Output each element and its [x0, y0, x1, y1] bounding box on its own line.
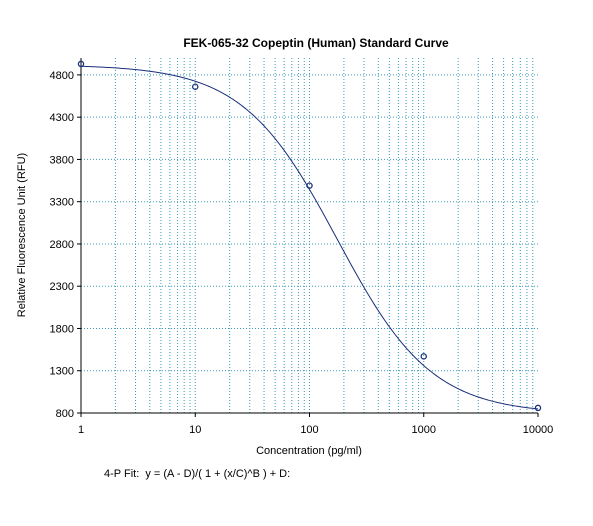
- x-tick-label: 1000: [412, 424, 436, 436]
- data-point-marker: [306, 182, 313, 189]
- x-axis-ticks: 1 10 100 1000 10000: [78, 413, 553, 436]
- y-tick-label: 3800: [50, 154, 74, 166]
- y-tick-label: 1800: [50, 323, 74, 335]
- x-tick-label: 100: [300, 424, 318, 436]
- y-tick-label: 2300: [50, 281, 74, 293]
- x-tick-label: 10: [189, 424, 201, 436]
- y-axis-ticks: 800 1300 1800 2300 2800 3300 3800 4300 4800: [50, 70, 81, 420]
- y-tick-label: 4800: [50, 70, 74, 82]
- grid-lines: [81, 58, 538, 413]
- x-axis-label: Concentration (pg/ml): [256, 445, 362, 457]
- data-points: [77, 60, 542, 412]
- y-tick-label: 800: [56, 408, 74, 420]
- y-tick-label: 3300: [50, 197, 74, 209]
- y-tick-label: 1300: [50, 366, 74, 378]
- chart-title: FEK-065-32 Copeptin (Human) Standard Cur…: [183, 36, 449, 50]
- data-point-marker: [420, 353, 427, 360]
- data-point-marker: [534, 404, 542, 412]
- x-tick-label: 1: [78, 424, 84, 436]
- y-tick-label: 2800: [50, 239, 74, 251]
- y-axis-label: Relative Fluorescence Unit (RFU): [16, 153, 28, 317]
- x-tick-label: 10000: [523, 424, 554, 436]
- data-point-marker: [191, 83, 199, 90]
- fit-curve: [80, 65, 539, 410]
- fit-curve-layer: [80, 65, 539, 410]
- fit-equation-label: 4-P Fit: y = (A - D)/( 1 + (x/C)^B ) + D…: [104, 468, 290, 480]
- data-point-marker: [77, 60, 85, 68]
- y-tick-label: 4300: [50, 112, 74, 124]
